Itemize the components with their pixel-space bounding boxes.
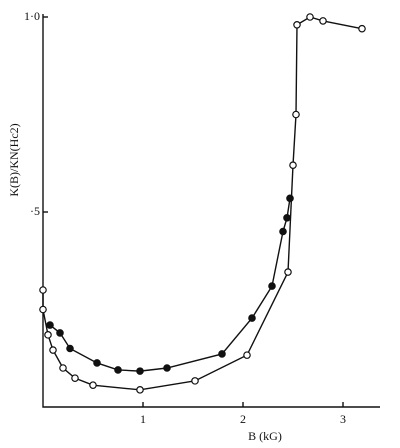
data-point bbox=[59, 364, 67, 372]
axes bbox=[42, 14, 380, 408]
data-point bbox=[136, 367, 144, 375]
data-point bbox=[114, 366, 122, 374]
data-point bbox=[283, 214, 291, 222]
x-tick-label: 1 bbox=[140, 412, 146, 426]
data-point bbox=[293, 20, 301, 29]
data-point bbox=[71, 374, 79, 382]
y-axis-label: K(B)/KN(Hc2) bbox=[7, 123, 21, 196]
data-point bbox=[66, 344, 74, 353]
x-tick-label: 2 bbox=[240, 412, 246, 426]
data-point bbox=[163, 364, 171, 372]
data-point bbox=[358, 24, 366, 33]
data-point bbox=[93, 359, 101, 367]
series-line bbox=[49, 198, 291, 372]
data-point bbox=[89, 381, 97, 389]
x-tick-label: 3 bbox=[340, 412, 346, 426]
series-line bbox=[42, 16, 363, 391]
data-point bbox=[289, 161, 297, 170]
x-axis-label: B (kG) bbox=[248, 429, 282, 443]
y-tick-label: ·5 bbox=[30, 204, 40, 218]
data-point bbox=[56, 329, 64, 337]
data-point bbox=[268, 282, 276, 290]
y-tick-label: 1·0 bbox=[24, 9, 40, 23]
data-point bbox=[284, 268, 292, 276]
data-point bbox=[49, 346, 57, 354]
data-point bbox=[136, 386, 144, 394]
data-point bbox=[292, 110, 300, 119]
data-point bbox=[306, 13, 314, 21]
data-point bbox=[191, 377, 199, 385]
data-point bbox=[39, 305, 47, 314]
data-point bbox=[39, 286, 47, 294]
data-point bbox=[248, 314, 256, 322]
data-point bbox=[319, 17, 327, 25]
data-point bbox=[243, 351, 251, 359]
data-point bbox=[279, 227, 287, 236]
data-point bbox=[286, 194, 294, 203]
data-point bbox=[44, 331, 52, 339]
data-point bbox=[218, 350, 226, 358]
data-point bbox=[46, 321, 54, 329]
